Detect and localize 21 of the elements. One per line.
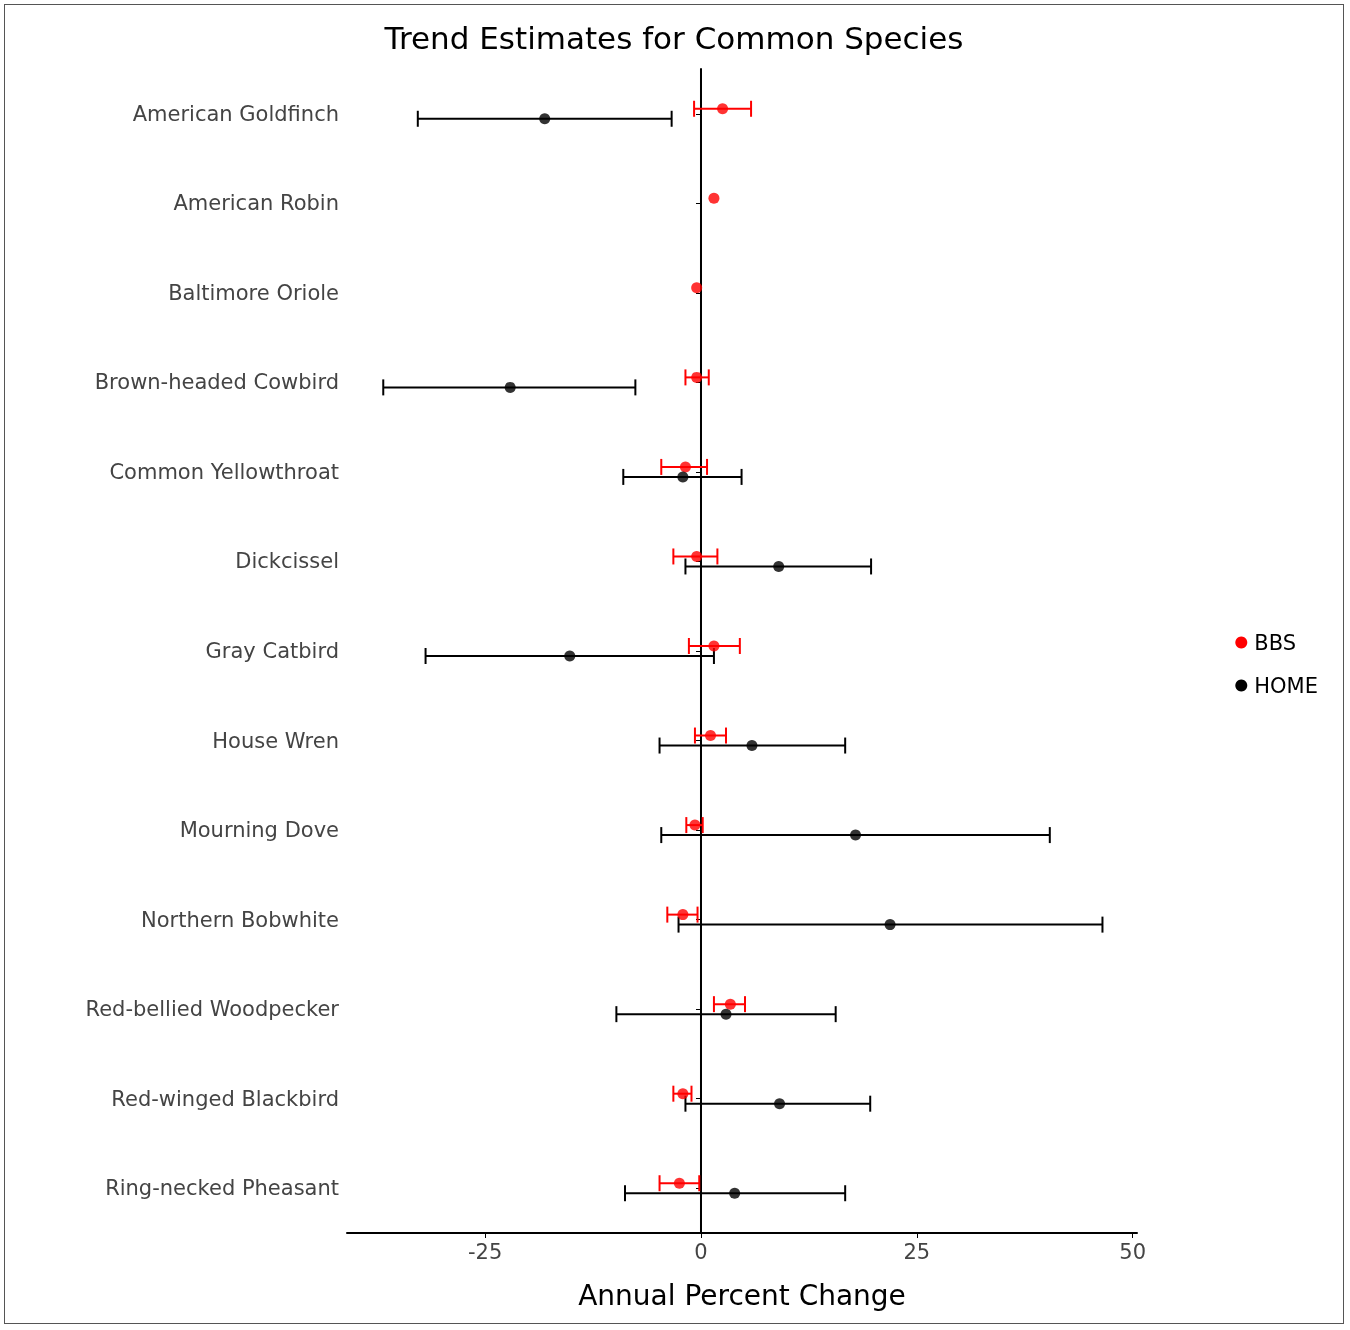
y-tick-label: Baltimore Oriole: [168, 280, 339, 305]
y-tick-label: Brown-headed Cowbird: [94, 370, 339, 395]
y-tick-label: House Wren: [212, 728, 339, 753]
y-tick-label: Red-winged Blackbird: [111, 1086, 339, 1111]
y-tick-label: Common Yellowthroat: [109, 459, 339, 484]
legend-label: HOME: [1254, 673, 1319, 698]
x-tick-label: 50: [1119, 1239, 1147, 1264]
y-tick-label: Mourning Dove: [179, 818, 339, 843]
y-tick-label: American Robin: [173, 191, 339, 216]
y-tick-label: Red-bellied Woodpecker: [85, 997, 340, 1022]
legend-label: BBS: [1254, 630, 1297, 655]
chart-title: Trend Estimates for Common Species: [383, 19, 964, 56]
x-axis-title: Annual Percent Change: [578, 1278, 906, 1312]
y-tick-label: Ring-necked Pheasant: [105, 1176, 339, 1201]
x-tick-label: -25: [467, 1239, 503, 1264]
y-tick-label: Northern Bobwhite: [141, 907, 339, 932]
y-tick-label: American Goldfinch: [132, 101, 339, 126]
y-tick-label: Gray Catbird: [205, 639, 339, 663]
y-tick-label: Dickcissel: [235, 549, 339, 574]
x-tick-label: 0: [694, 1239, 708, 1264]
x-tick-label: 25: [903, 1239, 931, 1264]
